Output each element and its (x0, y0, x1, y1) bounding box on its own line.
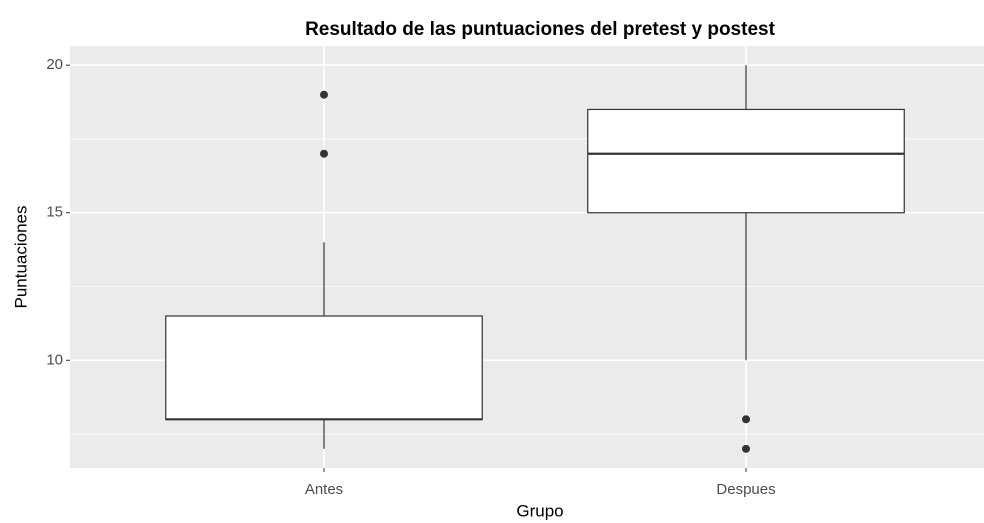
x-tick-label: Despues (716, 481, 775, 498)
y-axis-label: Puntuaciones (11, 205, 30, 308)
y-tick-label: 15 (46, 204, 63, 221)
y-tick-label: 10 (46, 351, 63, 368)
x-axis-label: Grupo (516, 501, 563, 520)
box (165, 315, 483, 420)
x-tick-label: Antes (305, 481, 343, 498)
outlier (320, 90, 328, 99)
outlier (742, 415, 750, 424)
chart-title: Resultado de las puntuaciones del pretes… (305, 19, 776, 40)
outlier (742, 444, 750, 453)
box (587, 108, 905, 214)
y-tick-label: 20 (46, 56, 63, 73)
outlier (320, 149, 328, 158)
